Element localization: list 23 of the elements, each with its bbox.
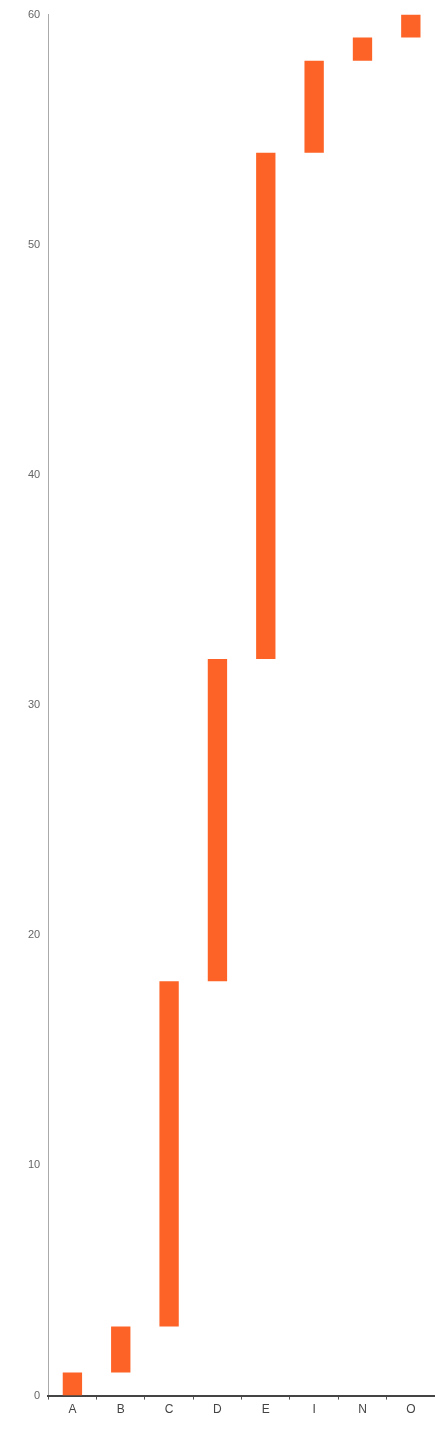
y-tick-label: 0 [34,1388,41,1401]
y-tick-label: 20 [27,928,41,941]
x-tick-label: E [261,1402,270,1417]
bar [111,1326,131,1373]
x-tick-label: A [68,1402,77,1417]
x-tick-label: B [116,1402,125,1417]
bar [256,152,276,660]
y-tick-label: 30 [27,698,41,711]
x-tick-label: O [406,1402,416,1417]
bar [207,659,228,982]
bar [304,60,324,153]
bar [352,37,373,61]
x-tick-label: D [213,1402,223,1417]
x-tick-label: I [312,1402,316,1417]
y-tick-label: 50 [27,237,41,250]
bar [62,1372,83,1396]
bar [159,981,179,1327]
y-tick-label: 40 [27,467,41,480]
x-tick-label: C [164,1402,174,1417]
y-tick-label: 60 [27,7,41,20]
x-tick-label: N [358,1402,367,1417]
bar [401,14,421,38]
y-tick-label: 10 [27,1158,41,1171]
